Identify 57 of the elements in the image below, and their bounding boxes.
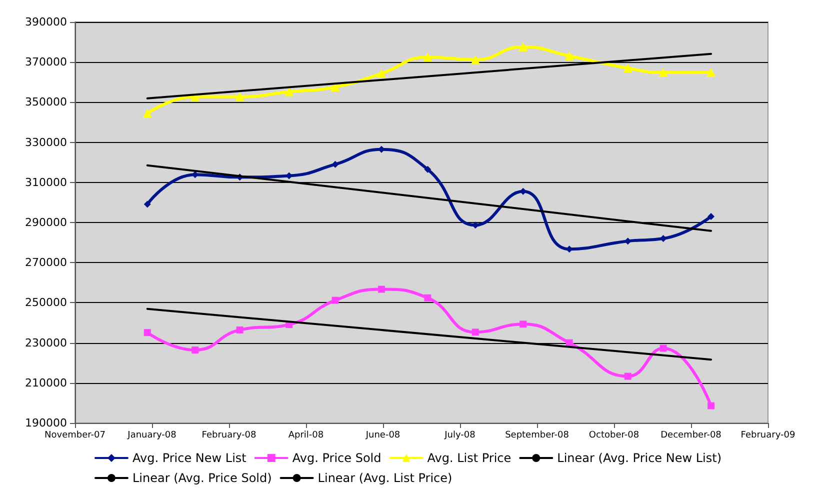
x-tick-label: June-08 <box>364 430 400 440</box>
point <box>424 166 432 173</box>
point <box>192 346 199 354</box>
point <box>332 296 339 304</box>
x-tick-label: September-08 <box>505 430 570 440</box>
y-tick-label: 390000 <box>25 16 67 28</box>
point <box>658 68 668 78</box>
point <box>708 402 715 410</box>
y-tick-label: 270000 <box>25 256 67 270</box>
y-tick-label: 310000 <box>25 176 67 189</box>
point <box>378 286 385 293</box>
point <box>708 212 715 220</box>
y-tick-label: 350000 <box>25 96 67 109</box>
x-tick-label: October-08 <box>588 430 640 440</box>
point <box>624 372 632 380</box>
point <box>376 69 386 78</box>
legend-label: Avg. Price Sold <box>292 451 382 465</box>
point <box>424 294 432 302</box>
y-tick-label: 370000 <box>25 56 67 69</box>
point <box>660 235 667 242</box>
y-tick-label: 330000 <box>25 136 67 149</box>
y-tick-label: 210000 <box>25 376 67 390</box>
point <box>190 92 200 102</box>
legend-label: Avg. List Price <box>427 451 512 465</box>
legend-label: Linear (Avg. List Price) <box>318 471 452 485</box>
point <box>236 326 244 334</box>
point <box>235 92 244 102</box>
legend-label: Avg. Price New List <box>132 451 247 465</box>
point <box>520 320 527 328</box>
point <box>423 52 432 62</box>
point <box>566 339 573 346</box>
point <box>142 108 152 118</box>
point <box>472 328 479 336</box>
point <box>470 55 480 64</box>
point <box>660 344 667 352</box>
point <box>284 87 294 96</box>
y-tick-label: 230000 <box>25 336 67 350</box>
x-tick-label: December-08 <box>660 430 722 440</box>
x-tick-label: January-08 <box>126 430 177 440</box>
point <box>144 329 151 336</box>
x-tick-label: February-09 <box>740 430 796 440</box>
legend-label: Linear (Avg. Price New List) <box>557 451 722 465</box>
x-tick-label: July-08 <box>444 430 476 440</box>
legend-label: Linear (Avg. Price Sold) <box>132 471 272 485</box>
point <box>332 160 339 168</box>
y-tick-label: 250000 <box>25 296 67 310</box>
x-tick-label: November-07 <box>44 430 106 440</box>
x-tick-label: February-08 <box>202 430 256 440</box>
point <box>623 64 632 73</box>
point <box>564 51 574 60</box>
x-tick-label: April-08 <box>288 430 324 440</box>
y-tick-label: 290000 <box>25 216 67 229</box>
point <box>330 82 340 92</box>
point <box>144 200 151 208</box>
y-tick-label: 190000 <box>25 416 67 430</box>
point <box>706 68 716 78</box>
point <box>518 42 528 52</box>
